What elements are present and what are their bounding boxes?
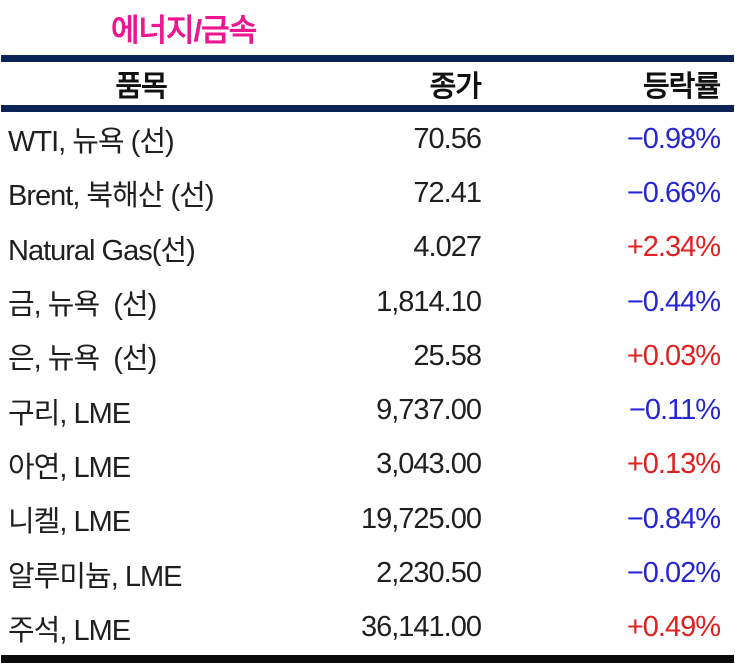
item-cell: 금, 뉴욕 (선): [8, 289, 157, 322]
table-row: Natural Gas(선) 4.027 +2.34%: [1, 221, 734, 275]
table-row: WTI, 뉴욕 (선) 70.56 −0.98%: [1, 109, 734, 167]
close-cell: 2,230.50: [376, 557, 482, 590]
close-cell: 3,043.00: [376, 448, 482, 481]
close-cell: 25.58: [413, 339, 482, 372]
change-cell: −0.84%: [626, 502, 721, 535]
close-cell: 9,737.00: [376, 394, 482, 427]
close-cell: 19,725.00: [360, 502, 482, 535]
item-cell: 니켈, LME: [8, 506, 131, 539]
change-cell: +2.34%: [626, 231, 721, 264]
table-row: Brent, 북해산 (선) 72.41 −0.66%: [1, 166, 734, 220]
change-cell: −0.66%: [626, 176, 721, 209]
change-cell: −0.11%: [628, 394, 721, 427]
item-cell: 주석, LME: [8, 614, 131, 647]
header-change: 등락률: [642, 70, 721, 103]
header-row: 품목 종가 등락률: [1, 58, 734, 109]
table-row: 니켈, LME 19,725.00 −0.84%: [1, 492, 734, 546]
table-body: WTI, 뉴욕 (선) 70.56 −0.98% Brent, 북해산 (선) …: [1, 109, 734, 659]
item-cell: 구리, LME: [8, 397, 131, 430]
item-cell: Natural Gas(선): [8, 234, 196, 267]
item-cell: Brent, 북해산 (선): [8, 180, 215, 213]
close-cell: 70.56: [413, 122, 482, 155]
header-close: 종가: [429, 70, 482, 103]
change-cell: −0.98%: [626, 122, 721, 155]
change-cell: −0.02%: [626, 557, 721, 590]
table-row: 아연, LME 3,043.00 +0.13%: [1, 438, 734, 492]
change-cell: +0.03%: [626, 339, 721, 372]
table-row: 금, 뉴욕 (선) 1,814.10 −0.44%: [1, 275, 734, 329]
table-row: 주석, LME 36,141.00 +0.49%: [1, 601, 734, 659]
change-cell: +0.13%: [626, 448, 721, 481]
item-cell: 은, 뉴욕 (선): [8, 343, 157, 376]
table-row: 은, 뉴욕 (선) 25.58 +0.03%: [1, 329, 734, 383]
section-title: 에너지/금속: [111, 13, 257, 48]
table-row: 구리, LME 9,737.00 −0.11%: [1, 383, 734, 437]
close-cell: 4.027: [413, 231, 482, 264]
close-cell: 72.41: [413, 176, 482, 209]
item-cell: 알루미늄, LME: [8, 560, 182, 593]
change-cell: +0.49%: [626, 611, 721, 644]
close-cell: 36,141.00: [360, 611, 482, 644]
item-cell: 아연, LME: [8, 451, 131, 484]
header-item: 품목: [115, 70, 167, 103]
table-row: 알루미늄, LME 2,230.50 −0.02%: [1, 546, 734, 600]
table-header: 품목 종가 등락률: [1, 58, 734, 109]
change-cell: −0.44%: [626, 285, 721, 318]
energy-metals-table: 품목 종가 등락률 WTI, 뉴욕 (선) 70.56 −0.98% Brent…: [1, 55, 734, 663]
item-cell: WTI, 뉴욕 (선): [8, 126, 175, 159]
close-cell: 1,814.10: [376, 285, 482, 318]
